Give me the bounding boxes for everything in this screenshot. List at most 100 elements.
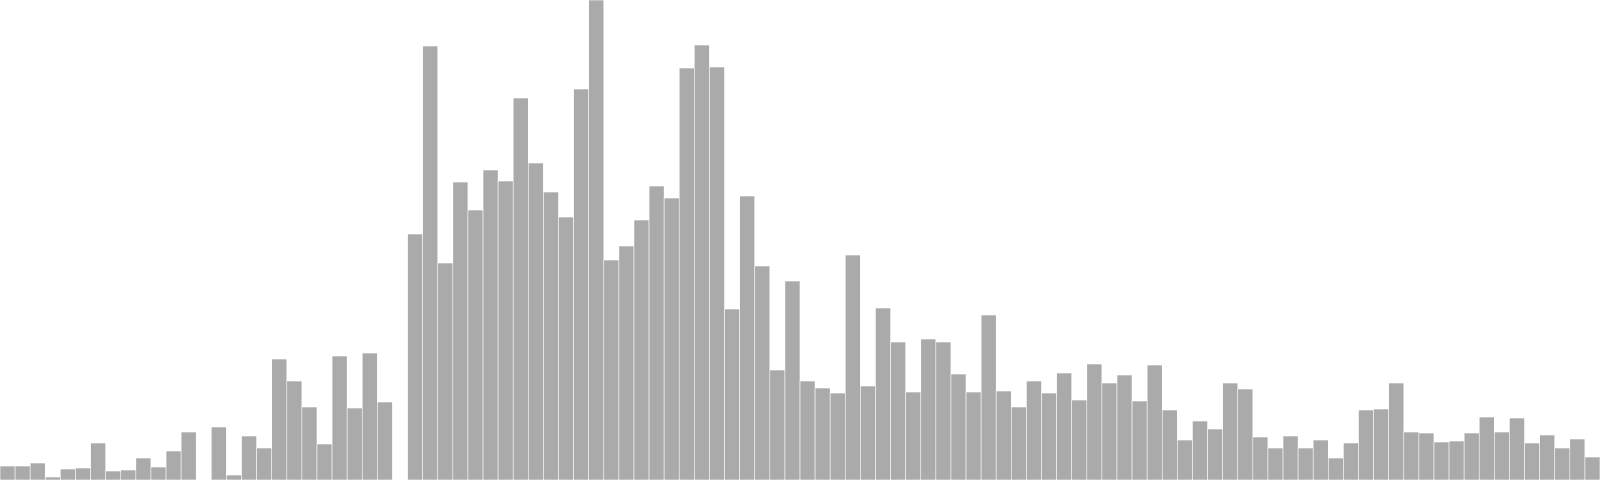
bar-61	[920, 338, 937, 480]
bar-67	[1011, 406, 1027, 480]
bar-88	[1328, 457, 1344, 480]
bar-83	[1252, 436, 1269, 480]
bar-37	[558, 216, 574, 480]
bar-104	[1569, 438, 1586, 480]
bar-51	[769, 369, 786, 480]
bar-99	[1494, 431, 1510, 480]
bar-24	[361, 352, 378, 480]
bar-31	[467, 209, 484, 480]
bar-33	[497, 180, 514, 480]
bar-103	[1554, 447, 1571, 480]
bar-59	[890, 341, 906, 480]
bar-6	[90, 442, 106, 480]
bar-48	[724, 308, 740, 480]
bar-85	[1282, 435, 1299, 480]
bar-42	[633, 219, 650, 480]
bar-81	[1222, 382, 1239, 480]
bar-46	[694, 44, 710, 480]
bar-58	[875, 307, 891, 480]
bar-95	[1433, 441, 1450, 480]
bar-97	[1463, 432, 1480, 480]
bar-69	[1041, 392, 1057, 480]
bar-56	[844, 254, 861, 480]
bar-19	[286, 380, 303, 480]
bar-0	[0, 465, 16, 480]
bar-89	[1343, 442, 1359, 480]
bar-40	[603, 259, 620, 480]
bar-86	[1297, 447, 1314, 480]
bar-92	[1388, 382, 1405, 480]
bar-68	[1026, 380, 1042, 480]
bar-74	[1116, 374, 1133, 480]
bar-91	[1373, 408, 1389, 480]
bar-16	[241, 435, 257, 480]
bar-20	[301, 406, 318, 480]
bar-34	[512, 97, 529, 480]
bar-43	[648, 185, 665, 480]
bar-72	[1086, 363, 1103, 480]
bar-100	[1509, 417, 1525, 480]
bar-76	[1146, 364, 1163, 480]
bar-4	[60, 468, 76, 480]
bar-52	[784, 280, 801, 480]
bar-36	[543, 191, 559, 480]
bar-32	[482, 169, 499, 480]
bar-102	[1539, 434, 1556, 480]
bar-7	[105, 470, 122, 480]
bar-90	[1358, 409, 1374, 480]
bar-10	[150, 466, 167, 480]
bar-22	[331, 355, 348, 480]
bar-105	[1584, 456, 1600, 480]
bar-2	[29, 462, 46, 480]
bar-96	[1448, 440, 1465, 480]
bar-57	[860, 385, 876, 480]
bar-71	[1071, 399, 1088, 480]
bar-23	[346, 407, 363, 480]
bar-79	[1192, 420, 1208, 480]
bar-101	[1524, 442, 1540, 480]
bar-18	[271, 358, 288, 480]
bar-9	[135, 457, 152, 480]
bar-70	[1056, 372, 1072, 480]
bar-98	[1478, 416, 1495, 480]
bar-45	[678, 67, 695, 480]
bar-49	[739, 195, 756, 480]
bar-60	[905, 391, 922, 480]
bar-73	[1101, 382, 1118, 480]
bar-5	[75, 467, 91, 480]
bar-54	[814, 387, 831, 480]
bar-30	[452, 181, 469, 480]
bar-25	[377, 401, 393, 480]
bar-78	[1177, 439, 1193, 480]
bar-21	[316, 443, 333, 480]
bar-64	[965, 391, 982, 480]
bar-15	[226, 474, 242, 480]
bar-12	[180, 431, 197, 480]
bar-80	[1207, 428, 1223, 480]
bar-94	[1418, 432, 1435, 480]
bar-11	[165, 450, 182, 480]
bar-8	[120, 469, 137, 480]
bar-35	[527, 162, 544, 480]
bar-66	[995, 390, 1012, 480]
bar-44	[663, 197, 680, 480]
bar-14	[211, 426, 227, 480]
bar-82	[1237, 388, 1254, 480]
bar-63	[950, 373, 967, 480]
bar-77	[1161, 409, 1178, 480]
bar-84	[1267, 447, 1284, 480]
bar-1	[14, 465, 31, 480]
bar-28	[422, 45, 439, 480]
bar-53	[799, 380, 816, 480]
bar-38	[573, 88, 589, 480]
bar-41	[618, 245, 635, 480]
bar-62	[935, 341, 952, 480]
bar-29	[437, 262, 454, 480]
bar-93	[1403, 431, 1420, 480]
bar-87	[1312, 439, 1329, 480]
bar-55	[829, 392, 846, 480]
bar-65	[980, 314, 997, 480]
